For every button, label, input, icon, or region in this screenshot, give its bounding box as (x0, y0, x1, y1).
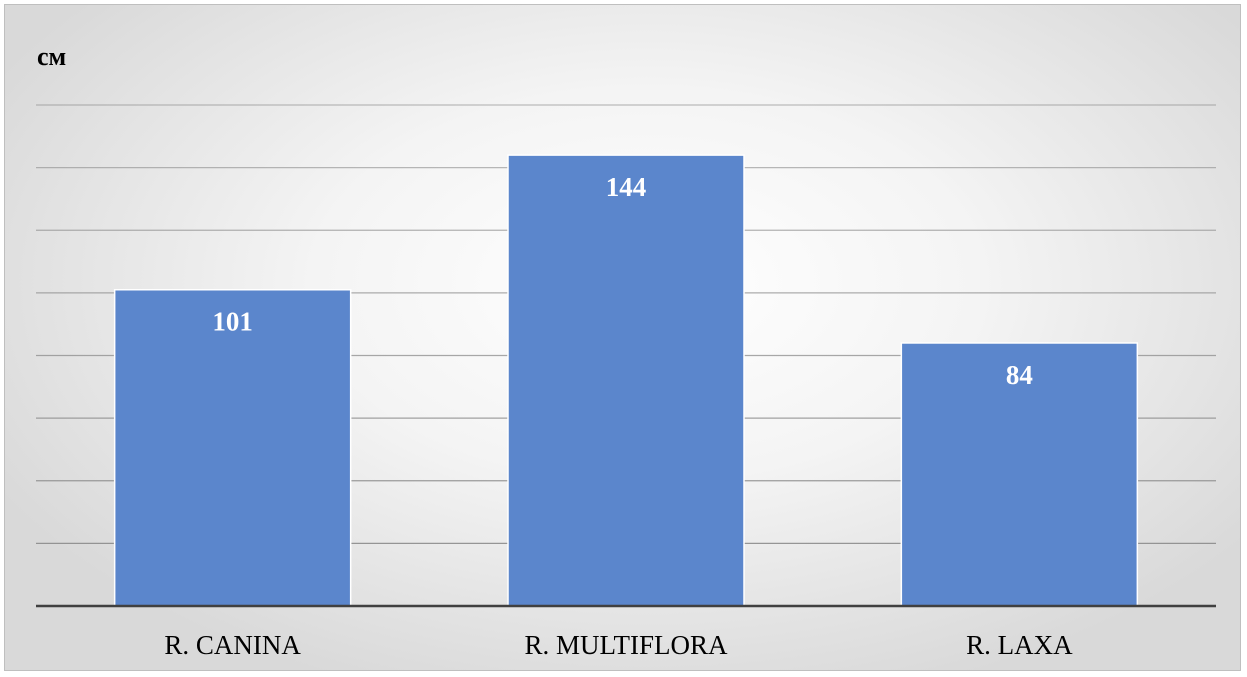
bar-3 (900, 342, 1139, 607)
bar-2 (507, 154, 745, 607)
data-label-3: 84 (1006, 360, 1033, 390)
x-tick-label-1: R. CANINA (164, 630, 301, 660)
y-axis-unit-label: см (37, 42, 66, 71)
data-labels: 101 144 84 (212, 172, 1032, 390)
x-tick-label-2: R. MULTIFLORA (524, 630, 728, 660)
chart-area: 101 144 84 R. CANINA R. MULTIFLORA R. LAXA с… (4, 4, 1241, 671)
bars (113, 154, 1139, 607)
data-label-2: 144 (606, 172, 647, 202)
bar-1 (113, 288, 352, 607)
bar-chart: 101 144 84 R. CANINA R. MULTIFLORA R. LAXA с… (36, 42, 1216, 660)
x-tick-label-3: R. LAXA (966, 630, 1073, 660)
data-label-1: 101 (212, 307, 253, 337)
x-tick-labels: R. CANINA R. MULTIFLORA R. LAXA (164, 630, 1073, 660)
